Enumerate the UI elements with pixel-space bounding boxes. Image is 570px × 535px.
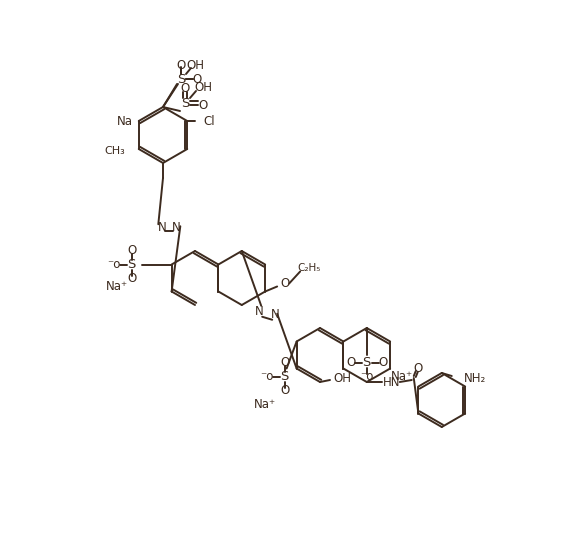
Text: NH₂: NH₂ [464,371,486,385]
Text: O: O [127,244,136,257]
Text: O: O [280,277,290,290]
Text: S: S [181,96,189,110]
Text: Na⁺: Na⁺ [390,371,413,384]
Text: O: O [413,362,422,374]
Text: Na⁺: Na⁺ [105,280,128,293]
Text: N: N [172,221,181,234]
Text: ⁻o: ⁻o [360,371,373,384]
Text: ⁻o: ⁻o [260,370,273,383]
Text: ⁻o: ⁻o [107,258,120,271]
Text: S: S [177,73,185,86]
Text: C₂H₅: C₂H₅ [298,263,321,272]
Text: O: O [180,81,190,95]
Text: N: N [158,221,166,234]
Text: OH: OH [194,80,212,94]
Text: O: O [378,356,388,370]
Text: N: N [255,305,263,318]
Text: CH₃: CH₃ [104,146,125,156]
Text: Na: Na [117,114,133,127]
Text: O: O [280,384,289,397]
Text: HN: HN [383,376,401,388]
Text: Cl: Cl [203,114,215,127]
Text: O: O [193,73,202,86]
Text: O: O [198,98,207,111]
Text: N: N [271,308,279,321]
Text: OH: OH [333,371,351,385]
Text: O: O [280,356,289,369]
Text: Na⁺: Na⁺ [254,398,276,411]
Text: O: O [176,58,186,72]
Text: S: S [128,258,136,271]
Text: O: O [127,272,136,285]
Text: OH: OH [186,58,204,72]
Text: O: O [346,356,355,370]
Text: S: S [363,356,371,370]
Text: S: S [280,370,289,383]
